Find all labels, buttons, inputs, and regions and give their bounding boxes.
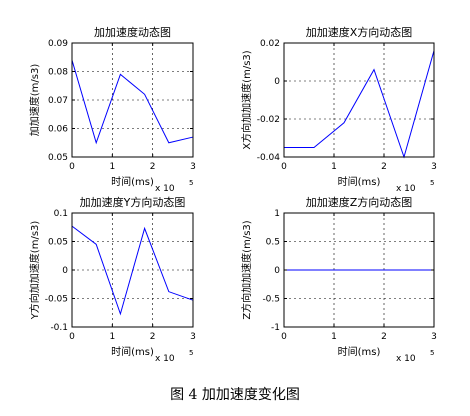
x-tick-label: 3 [431,332,437,342]
figure-caption: 图 4 加加速度变化图 [170,387,300,403]
y-tick-label: -0.05 [45,295,68,305]
y-tick-label: 0.1 [54,209,68,219]
x-exponent-power: 5 [430,179,434,187]
x-axis-label: 时间(ms) [338,345,381,358]
y-axis-label: Z方向加加速度(m/s3) [240,220,253,319]
x-exponent-label: x 10 [155,354,175,364]
x-tick-label: 1 [331,162,337,172]
y-tick-label: 0 [274,266,280,276]
x-exponent-label: x 10 [155,184,175,194]
y-tick-label: 0.07 [48,96,68,106]
x-tick-label: 0 [69,162,75,172]
series-line-1 [71,59,194,145]
y-tick-label: 0.5 [266,238,280,248]
x-tick-label: 0 [281,162,287,172]
chart-title: 加加速度Y方向动态图 [80,195,186,209]
y-tick-label: -0.04 [257,153,281,163]
y-tick-label: 0.06 [48,125,68,135]
y-tick-label: 0.08 [48,68,68,78]
y-tick-label: 0.05 [48,238,68,248]
y-tick-label: -1 [271,323,280,333]
x-tick-label: 3 [190,162,196,172]
y-tick-label: 1 [274,209,280,219]
x-tick-label: 3 [431,162,437,172]
y-tick-label: -0.02 [257,115,280,125]
axes-box [283,42,435,158]
x-tick-label: 0 [69,332,75,342]
x-axis-label: 时间(ms) [111,175,154,188]
y-axis-label: X方向加加速度(m/s3) [240,50,253,149]
chart-title: 加加速度Z方向动态图 [306,195,413,209]
x-exponent-label: x 10 [396,354,416,364]
x-exponent-power: 5 [189,349,193,357]
x-tick-label: 1 [109,332,115,342]
plot-area [284,43,434,157]
x-axis-label: 时间(ms) [338,175,381,188]
y-tick-label: -0.5 [262,295,280,305]
x-tick-label: 2 [381,332,387,342]
x-tick-label: 2 [381,162,387,172]
x-tick-label: 1 [331,332,337,342]
y-tick-label: -0.1 [50,323,68,333]
x-tick-label: 1 [109,162,115,172]
x-tick-label: 3 [190,332,196,342]
x-exponent-power: 5 [189,179,193,187]
x-axis-label: 时间(ms) [111,345,154,358]
y-tick-label: 0.05 [48,153,68,163]
x-exponent-power: 5 [430,349,434,357]
y-tick-label: 0 [62,266,68,276]
series-line-1 [71,225,194,316]
y-axis-label: 加加速度(m/s3) [28,64,41,137]
y-axis-label: Y方向加加速度(m/s3) [28,221,41,321]
y-tick-label: 0.09 [48,39,68,49]
y-tick-label: 0 [274,77,280,87]
chart-title: 加加速度动态图 [94,25,171,39]
chart-title: 加加速度X方向动态图 [306,25,413,39]
y-tick-label: 0.02 [260,39,280,49]
x-exponent-label: x 10 [396,184,416,194]
series-line-1 [284,50,435,159]
x-tick-label: 2 [150,162,156,172]
x-tick-label: 2 [150,332,156,342]
x-tick-label: 0 [281,332,287,342]
